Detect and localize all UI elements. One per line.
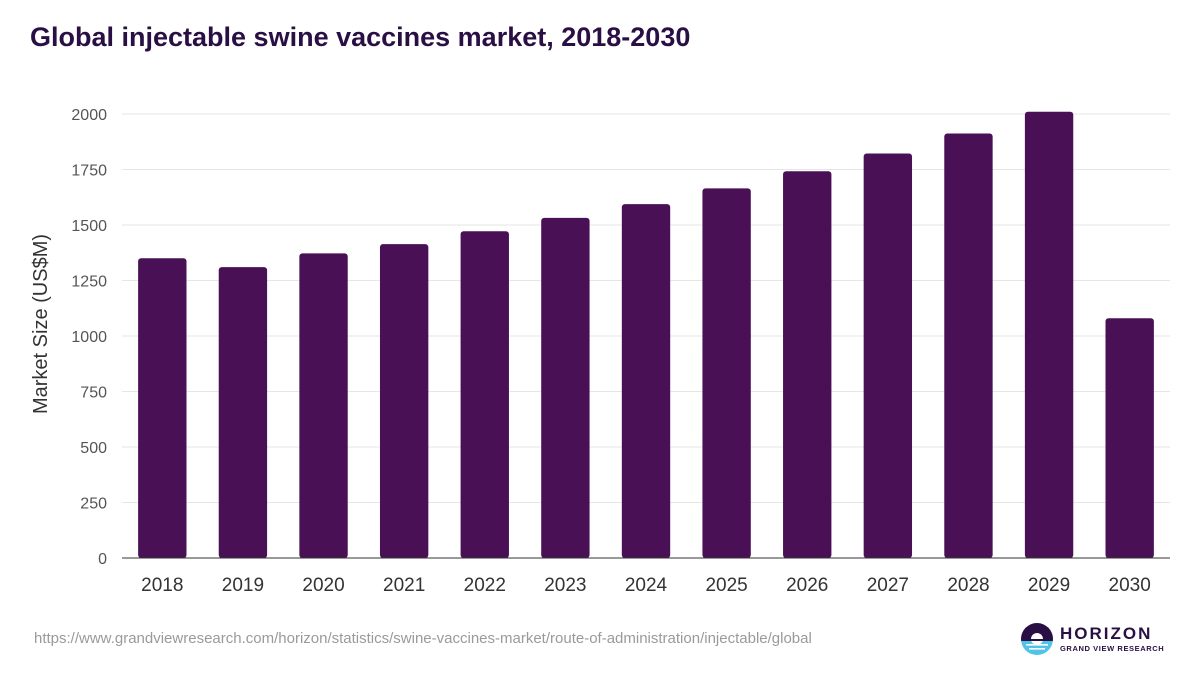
bar-2023[interactable] bbox=[541, 217, 590, 558]
y-tick-label: 1750 bbox=[71, 163, 107, 180]
bar-2029[interactable] bbox=[1024, 111, 1074, 558]
bar-2018[interactable] bbox=[138, 258, 187, 558]
x-tick-label: 2018 bbox=[141, 575, 183, 596]
x-tick-label: 2020 bbox=[302, 575, 344, 596]
source-url[interactable]: https://www.grandviewresearch.com/horizo… bbox=[34, 630, 812, 647]
bar-2025[interactable] bbox=[702, 188, 751, 558]
bar-2027[interactable] bbox=[863, 153, 913, 559]
x-tick-label: 2024 bbox=[625, 575, 668, 596]
y-tick-label: 750 bbox=[80, 385, 107, 402]
x-tick-label: 2022 bbox=[464, 575, 506, 596]
x-tick-labels: 2018 2019 2020 2021 2022 2023 2024 2025 2026 2027… bbox=[141, 575, 1151, 596]
y-tick-label: 250 bbox=[80, 496, 107, 513]
bar-2020[interactable] bbox=[299, 253, 348, 558]
horizon-logo-icon bbox=[1021, 623, 1053, 655]
brand-subtitle: GRAND VIEW RESEARCH bbox=[1060, 644, 1165, 654]
bar-2026[interactable] bbox=[783, 171, 832, 558]
bars bbox=[138, 111, 1154, 559]
brand-name: HORIZON bbox=[1060, 624, 1153, 644]
bar-2021[interactable] bbox=[379, 244, 429, 559]
bar-2019[interactable] bbox=[218, 267, 268, 558]
bar-2028[interactable] bbox=[944, 133, 993, 558]
x-tick-label: 2021 bbox=[383, 575, 425, 596]
x-tick-label: 2029 bbox=[1028, 575, 1070, 596]
bar-2030[interactable] bbox=[1105, 318, 1154, 558]
y-tick-label: 2000 bbox=[71, 107, 107, 124]
x-tick-label: 2030 bbox=[1109, 575, 1151, 596]
y-tick-label: 1250 bbox=[71, 274, 107, 291]
brand-logo: HORIZON GRAND VIEW RESEARCH bbox=[1020, 622, 1164, 656]
x-tick-label: 2025 bbox=[705, 575, 747, 596]
y-tick-label: 1500 bbox=[71, 218, 107, 235]
y-axis-title: Market Size (US$M) bbox=[30, 234, 52, 414]
y-tick-label: 0 bbox=[98, 551, 107, 568]
y-tick-label: 500 bbox=[80, 440, 107, 457]
chart-title: Global injectable swine vaccines market,… bbox=[30, 22, 691, 52]
x-tick-label: 2023 bbox=[544, 575, 586, 596]
bar-2022[interactable] bbox=[460, 231, 509, 558]
bar-2024[interactable] bbox=[621, 204, 671, 558]
y-tick-labels: 0 250 500 750 1000 1250 1500 1750 2000 bbox=[71, 107, 107, 568]
y-tick-label: 1000 bbox=[71, 329, 107, 346]
x-tick-label: 2028 bbox=[947, 575, 989, 596]
x-tick-label: 2026 bbox=[786, 575, 828, 596]
x-tick-label: 2027 bbox=[867, 575, 909, 596]
x-tick-label: 2019 bbox=[222, 575, 264, 596]
